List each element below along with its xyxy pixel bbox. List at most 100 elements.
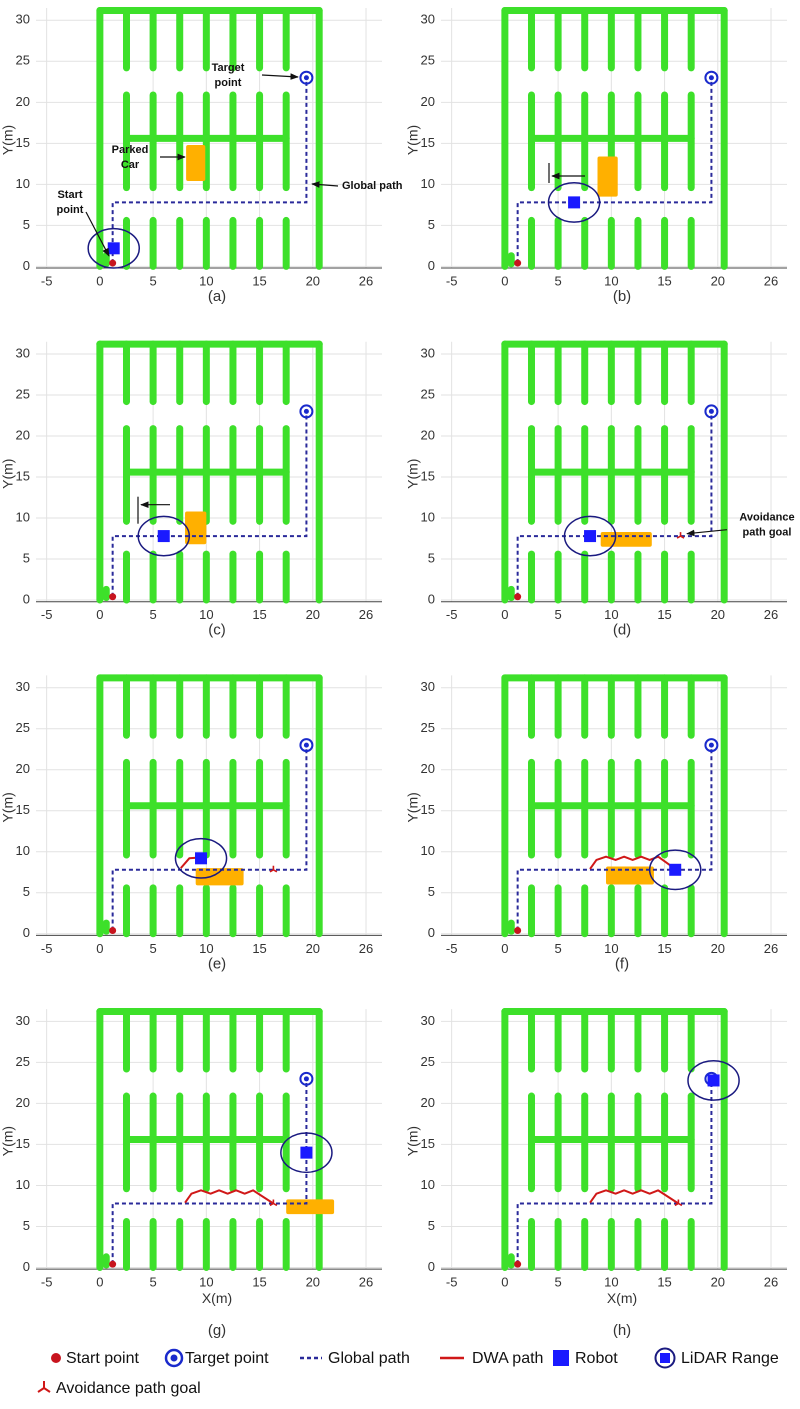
caption: (c) <box>208 622 226 639</box>
robot <box>300 1146 313 1159</box>
y-tick-label: 15 <box>16 468 30 483</box>
legend: Start point Target point Global path DWA pa… <box>37 1347 779 1397</box>
target-point-center <box>303 75 309 81</box>
global-path <box>516 77 713 264</box>
target-point <box>704 738 719 753</box>
panel: -5 0 5 10 15 20 26 0 5 10 15 20 25 30 Y(m) (c) <box>0 340 382 639</box>
y-tick-label: 15 <box>421 1136 435 1151</box>
y-tick-label: 0 <box>428 591 435 606</box>
x-tick-label: 0 <box>96 273 103 288</box>
y-tick-label: 10 <box>16 176 30 191</box>
parked-car <box>195 868 244 886</box>
x-tick-label: 20 <box>306 1275 320 1290</box>
target-point <box>299 70 314 85</box>
caption: (b) <box>613 288 631 305</box>
parked-car <box>600 531 652 547</box>
y-tick-label: 25 <box>421 386 435 401</box>
legend-label: DWA path <box>472 1350 543 1367</box>
x-tick-label: 10 <box>604 273 618 288</box>
y-tick-label: 5 <box>23 550 30 565</box>
x-tick-label: 5 <box>149 1275 156 1290</box>
target-point <box>704 404 719 419</box>
global-path <box>111 77 308 264</box>
target-point-center <box>303 408 309 414</box>
lidar-range <box>687 1060 740 1101</box>
y-tick-label: 10 <box>421 843 435 858</box>
x-tick-label: 15 <box>252 273 266 288</box>
y-tick-label: 20 <box>16 427 30 442</box>
x-tick-label: -5 <box>446 607 458 622</box>
legend-marker <box>164 1348 184 1368</box>
target-point <box>299 738 314 753</box>
robot <box>157 530 170 543</box>
start-point <box>514 259 522 267</box>
x-tick-label: 5 <box>554 273 561 288</box>
target-point-center <box>708 75 714 81</box>
y-tick-label: 5 <box>428 1218 435 1233</box>
target-point-center <box>708 408 714 414</box>
target-point-center <box>708 742 714 748</box>
y-tick-label: 0 <box>23 258 30 273</box>
legend-label: Start point <box>66 1350 139 1367</box>
x-tick-label: 26 <box>764 273 778 288</box>
x-tick-label: -5 <box>41 1275 53 1290</box>
annotation-arrow <box>261 73 299 80</box>
x-tick-label: -5 <box>446 941 458 956</box>
panel: -5 0 5 10 15 20 26 0 5 10 15 20 25 30 Y(m) (b) <box>405 6 787 305</box>
y-tick-label: 15 <box>16 135 30 150</box>
y-tick-label: 5 <box>428 550 435 565</box>
y-axis-label: Y(m) <box>0 1126 16 1156</box>
y-tick-label: 20 <box>421 94 435 109</box>
x-tick-label: 20 <box>711 1275 725 1290</box>
y-tick-label: 15 <box>16 802 30 817</box>
y-axis-label: Y(m) <box>405 792 421 822</box>
y-axis-label: Y(m) <box>405 459 421 489</box>
y-tick-label: 10 <box>421 1177 435 1192</box>
y-tick-label: 30 <box>16 1013 30 1028</box>
y-tick-label: 10 <box>16 843 30 858</box>
start-point <box>514 593 522 601</box>
target-point <box>299 1071 314 1086</box>
y-tick-label: 5 <box>428 884 435 899</box>
legend-label: Global path <box>328 1350 410 1367</box>
start-point <box>109 926 117 934</box>
x-tick-label: 20 <box>711 273 725 288</box>
y-tick-label: 5 <box>428 217 435 232</box>
robot <box>707 1074 720 1087</box>
x-tick-label: 0 <box>96 607 103 622</box>
y-tick-label: 30 <box>16 679 30 694</box>
x-tick-label: 5 <box>149 941 156 956</box>
y-tick-label: 20 <box>16 761 30 776</box>
dwa-path <box>184 1189 274 1205</box>
panel: -5 0 5 10 15 20 26 0 5 10 15 20 25 30 Y(m) X(m) (h) <box>405 1008 787 1339</box>
y-tick-label: 10 <box>421 176 435 191</box>
y-tick-label: 5 <box>23 884 30 899</box>
start-point <box>514 926 522 934</box>
y-tick-label: 0 <box>428 258 435 273</box>
x-tick-label: 20 <box>711 607 725 622</box>
y-axis-label: Y(m) <box>0 459 16 489</box>
x-tick-label: 26 <box>764 1275 778 1290</box>
y-axis-label: Y(m) <box>405 125 421 155</box>
start-point <box>109 1260 117 1268</box>
parked-car <box>286 1199 335 1215</box>
y-tick-label: 5 <box>23 217 30 232</box>
y-tick-label: 15 <box>16 1136 30 1151</box>
annotation: point <box>215 77 242 89</box>
x-tick-label: 15 <box>657 1275 671 1290</box>
y-tick-label: 20 <box>421 761 435 776</box>
lidar-range <box>563 515 617 557</box>
y-tick-label: 0 <box>23 925 30 940</box>
global-path <box>516 745 713 931</box>
target-point-center <box>303 1076 309 1082</box>
target-point <box>704 70 719 85</box>
robot <box>568 196 581 209</box>
x-axis-label: X(m) <box>607 1290 637 1306</box>
panel: -5 0 5 10 15 20 26 0 5 10 15 20 25 30 Y(m) X(m) (g) <box>0 1008 382 1339</box>
target-point <box>299 404 314 419</box>
robot <box>107 242 120 255</box>
x-tick-label: 26 <box>359 607 373 622</box>
x-tick-label: 0 <box>501 607 508 622</box>
lidar-range <box>174 837 228 879</box>
